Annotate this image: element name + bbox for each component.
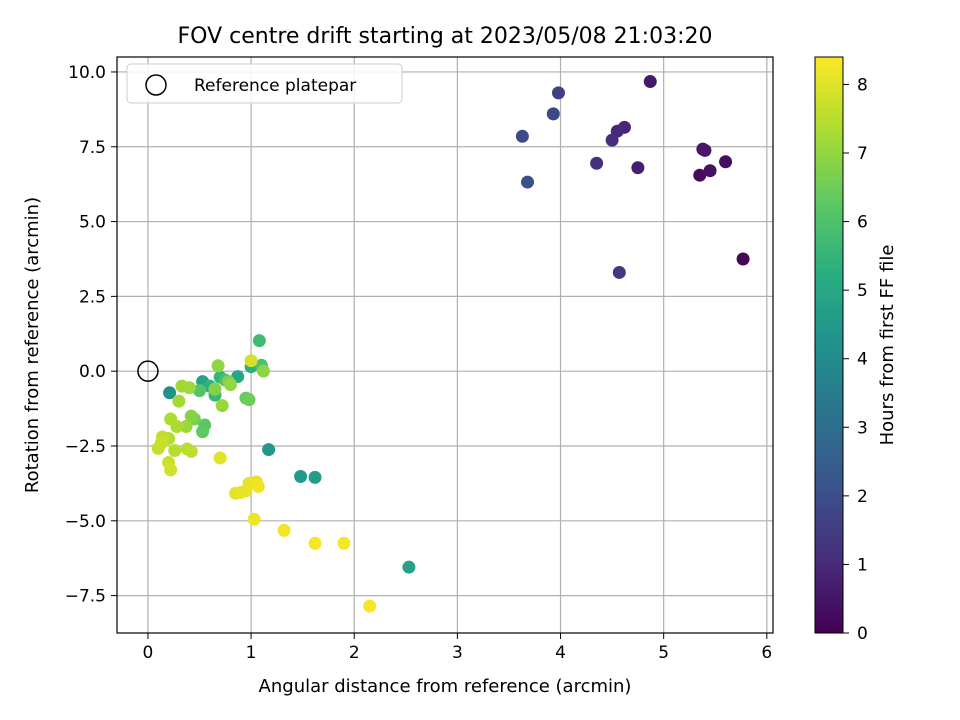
data-point [363, 599, 377, 613]
y-axis-label: Rotation from reference (arcmin) [22, 197, 43, 493]
y-axis-ticks: −7.5 −5.0 −2.5 0.0 2.5 5.0 7.5 10.0 [65, 63, 117, 607]
data-point [164, 412, 178, 426]
data-point [308, 470, 322, 484]
data-point [184, 409, 198, 423]
data-point [521, 175, 535, 189]
data-point [631, 161, 645, 175]
data-point [193, 384, 207, 398]
y-tick-label: 0.0 [79, 362, 106, 382]
data-point [703, 164, 717, 178]
y-tick-label: 2.5 [79, 287, 106, 307]
data-point [612, 265, 626, 279]
data-point [337, 536, 351, 550]
data-point [184, 444, 198, 458]
plot-frame [116, 56, 774, 634]
colorbar-tick-label: 2 [857, 487, 868, 507]
y-tick-label: −7.5 [65, 587, 106, 607]
colorbar-tick-label: 1 [857, 555, 868, 575]
colorbar-tick-label: 5 [857, 281, 868, 301]
data-point [605, 133, 619, 147]
legend-reference-marker [145, 74, 167, 96]
data-point [698, 143, 712, 157]
y-tick-label: 7.5 [79, 138, 106, 158]
colorbar: 0 1 2 3 4 5 6 7 8 Hours from first FF file [814, 56, 898, 644]
data-point [262, 443, 276, 457]
y-tick-label: −5.0 [65, 512, 106, 532]
data-point [643, 75, 657, 89]
data-point [164, 463, 178, 477]
data-point [693, 168, 707, 182]
colorbar-tick-label: 4 [857, 350, 868, 370]
grid-lines [117, 57, 773, 633]
colorbar-tick-label: 7 [857, 144, 868, 164]
legend-box [126, 63, 403, 104]
colorbar-ticks: 0 1 2 3 4 5 6 7 8 [843, 75, 868, 644]
data-point [179, 420, 193, 434]
data-point [244, 354, 258, 368]
x-tick-label: 6 [761, 643, 772, 663]
data-point [515, 129, 529, 143]
data-point [247, 512, 261, 526]
data-point [211, 359, 225, 373]
data-point [172, 394, 186, 408]
colorbar-gradient [814, 56, 844, 634]
data-point [215, 399, 229, 413]
data-point [213, 451, 227, 465]
x-tick-label: 4 [555, 643, 566, 663]
data-point [251, 479, 265, 493]
data-point [256, 364, 270, 378]
y-tick-label: −2.5 [65, 437, 106, 457]
colorbar-tick-label: 8 [857, 75, 868, 95]
x-tick-label: 2 [349, 643, 360, 663]
data-point [154, 436, 168, 450]
data-point [719, 155, 733, 169]
x-axis-ticks: 0 1 2 3 4 5 6 [143, 633, 772, 663]
x-tick-label: 5 [658, 643, 669, 663]
colorbar-tick-label: 6 [857, 213, 868, 233]
x-tick-label: 1 [246, 643, 257, 663]
data-point [163, 386, 177, 400]
data-point [551, 86, 565, 100]
data-point [242, 393, 256, 407]
colorbar-tick-label: 0 [857, 624, 868, 644]
x-tick-label: 3 [452, 643, 463, 663]
y-tick-label: 10.0 [68, 63, 106, 83]
data-point [223, 378, 237, 392]
x-tick-label: 0 [143, 643, 154, 663]
colorbar-label: Hours from first FF file [877, 245, 898, 446]
data-point [277, 523, 291, 537]
y-tick-label: 5.0 [79, 213, 106, 233]
data-point [168, 443, 182, 457]
reference-marker-layer [137, 360, 159, 382]
data-point [308, 536, 322, 550]
data-point [402, 560, 416, 574]
data-point [175, 379, 189, 393]
chart-title: FOV centre drift starting at 2023/05/08 … [178, 24, 713, 49]
data-point [196, 425, 210, 439]
colorbar-tick-label: 3 [857, 418, 868, 438]
data-point [590, 156, 604, 170]
data-point [252, 334, 266, 348]
reference-platepar-marker [137, 360, 159, 382]
data-point [208, 382, 222, 396]
legend-label: Reference platepar [194, 76, 356, 96]
x-axis-label: Angular distance from reference (arcmin) [259, 676, 632, 697]
legend: Reference platepar [126, 63, 403, 104]
data-point [736, 252, 750, 266]
data-point [546, 107, 560, 121]
data-points [151, 75, 750, 613]
data-point [294, 470, 308, 484]
